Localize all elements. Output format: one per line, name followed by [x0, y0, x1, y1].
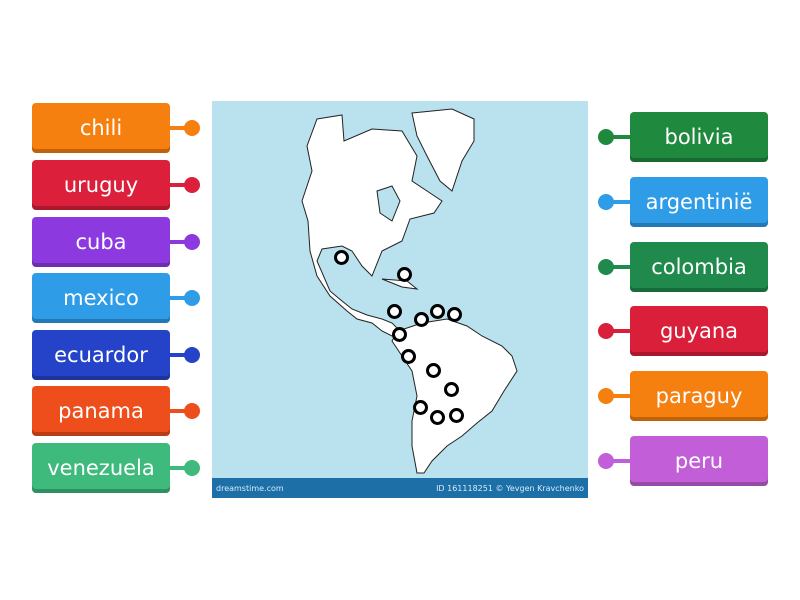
- connector-pin[interactable]: [184, 234, 200, 250]
- connector-line: [608, 135, 630, 139]
- label-chili[interactable]: chili: [32, 103, 170, 153]
- label-cuba[interactable]: cuba: [32, 217, 170, 267]
- connector-pin[interactable]: [598, 388, 614, 404]
- drop-target[interactable]: [430, 304, 445, 319]
- connector-pin[interactable]: [184, 403, 200, 419]
- label-peru[interactable]: peru: [630, 436, 768, 486]
- label-mexico[interactable]: mexico: [32, 273, 170, 323]
- watermark-left: dreamstime.com: [216, 483, 284, 493]
- drop-target[interactable]: [392, 327, 407, 342]
- label-paraguy[interactable]: paraguy: [630, 371, 768, 421]
- connector-line: [608, 200, 630, 204]
- connector-line: [170, 466, 192, 470]
- map-watermark-bar: dreamstime.com ID 161118251 © Yevgen Kra…: [212, 478, 588, 498]
- drop-target[interactable]: [449, 408, 464, 423]
- drop-target[interactable]: [414, 312, 429, 327]
- connector-line: [608, 265, 630, 269]
- connector-pin[interactable]: [598, 259, 614, 275]
- label-uruguy[interactable]: uruguy: [32, 160, 170, 210]
- connector-line: [608, 329, 630, 333]
- connector-line: [170, 409, 192, 413]
- label-venezuela[interactable]: venezuela: [32, 443, 170, 493]
- label-ecuardor[interactable]: ecuardor: [32, 330, 170, 380]
- connector-pin[interactable]: [598, 129, 614, 145]
- label-colombia[interactable]: colombia: [630, 242, 768, 292]
- connector-line: [608, 394, 630, 398]
- label-guyana[interactable]: guyana: [630, 306, 768, 356]
- label-bolivia[interactable]: bolivia: [630, 112, 768, 162]
- drop-target[interactable]: [444, 382, 459, 397]
- connector-line: [170, 183, 192, 187]
- connector-line: [170, 126, 192, 130]
- drop-target[interactable]: [401, 349, 416, 364]
- drop-target[interactable]: [447, 307, 462, 322]
- connector-pin[interactable]: [184, 460, 200, 476]
- drop-target[interactable]: [426, 363, 441, 378]
- connector-pin[interactable]: [184, 120, 200, 136]
- connector-pin[interactable]: [184, 177, 200, 193]
- drop-target[interactable]: [334, 250, 349, 265]
- connector-pin[interactable]: [598, 194, 614, 210]
- connector-line: [608, 459, 630, 463]
- label-argentinië[interactable]: argentinië: [630, 177, 768, 227]
- connector-pin[interactable]: [184, 347, 200, 363]
- drop-target[interactable]: [387, 304, 402, 319]
- drop-target[interactable]: [430, 410, 445, 425]
- watermark-right: ID 161118251 © Yevgen Kravchenko: [436, 483, 584, 493]
- map-outline: [301, 108, 518, 474]
- drop-target[interactable]: [413, 400, 428, 415]
- connector-line: [170, 296, 192, 300]
- connector-pin[interactable]: [598, 453, 614, 469]
- connector-line: [170, 240, 192, 244]
- connector-line: [170, 353, 192, 357]
- label-panama[interactable]: panama: [32, 386, 170, 436]
- americas-map: dreamstime.com ID 161118251 © Yevgen Kra…: [212, 101, 588, 498]
- connector-pin[interactable]: [598, 323, 614, 339]
- drop-target[interactable]: [397, 267, 412, 282]
- connector-pin[interactable]: [184, 290, 200, 306]
